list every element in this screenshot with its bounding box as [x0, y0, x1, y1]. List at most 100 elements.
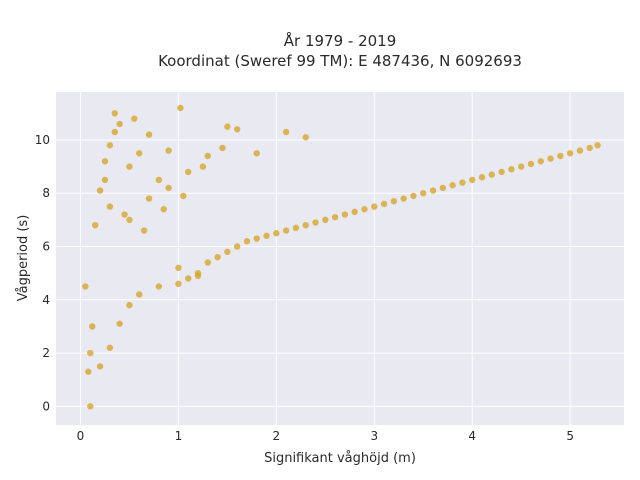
data-point	[273, 229, 280, 237]
data-point	[91, 222, 99, 229]
data-point	[586, 144, 593, 152]
data-point	[131, 115, 138, 122]
data-point	[508, 166, 515, 173]
data-point	[469, 176, 476, 184]
data-point	[224, 123, 231, 130]
y-tick-label: 2	[42, 346, 50, 360]
data-point	[233, 243, 241, 250]
data-point	[87, 403, 94, 410]
data-point	[175, 264, 182, 272]
data-point	[111, 110, 118, 117]
data-point	[106, 142, 114, 149]
data-point	[136, 291, 143, 298]
data-point	[194, 272, 202, 280]
data-point	[517, 163, 525, 170]
data-point	[185, 275, 192, 282]
data-point	[219, 144, 226, 152]
data-point	[282, 227, 290, 234]
data-point	[126, 163, 133, 170]
data-point	[594, 142, 601, 149]
data-point	[82, 283, 89, 290]
data-point	[498, 168, 505, 176]
data-point	[390, 198, 398, 205]
data-point	[459, 179, 466, 186]
data-point	[101, 158, 109, 165]
data-point	[253, 235, 260, 242]
data-point	[302, 222, 309, 229]
data-point	[180, 192, 187, 200]
data-point	[537, 158, 544, 165]
data-point	[576, 147, 584, 154]
data-point	[214, 253, 221, 261]
x-tick-label: 1	[175, 429, 183, 443]
data-point	[439, 184, 447, 192]
data-point	[292, 224, 300, 232]
data-point	[101, 176, 109, 184]
data-point	[253, 150, 260, 157]
data-point	[341, 211, 349, 218]
x-tick-label: 5	[566, 429, 574, 443]
data-point	[331, 214, 339, 221]
data-point	[420, 190, 427, 197]
data-point	[263, 232, 270, 240]
x-tick-label: 3	[370, 429, 378, 443]
grid-lines	[56, 92, 624, 425]
data-point	[380, 200, 388, 208]
data-point	[547, 155, 554, 162]
data-point	[145, 195, 153, 202]
data-point	[312, 219, 319, 226]
data-point	[177, 104, 184, 112]
data-point	[204, 259, 211, 266]
data-point	[351, 208, 358, 216]
data-point	[557, 152, 564, 160]
data-point	[116, 120, 123, 128]
x-tick-label: 4	[468, 429, 476, 443]
x-tick-label: 2	[273, 429, 281, 443]
data-point	[302, 134, 309, 141]
data-point	[96, 187, 104, 194]
x-tick-label: 0	[77, 429, 85, 443]
data-point	[449, 182, 456, 189]
data-point	[488, 171, 495, 178]
plot-area	[56, 92, 624, 425]
data-point	[140, 227, 148, 234]
data-point	[111, 128, 118, 136]
y-tick-label: 10	[35, 133, 50, 147]
data-point	[282, 128, 290, 136]
y-tick-label: 8	[42, 186, 50, 200]
data-point	[145, 131, 153, 138]
data-point	[566, 150, 574, 157]
data-point	[527, 160, 535, 168]
data-point	[322, 216, 329, 224]
data-point	[155, 283, 163, 290]
chart-title-line-2: Koordinat (Sweref 99 TM): E 487436, N 60…	[158, 52, 522, 70]
data-point	[87, 349, 94, 357]
data-point	[126, 301, 133, 309]
data-point	[106, 203, 114, 210]
y-tick-label: 0	[42, 399, 50, 413]
data-point	[136, 150, 143, 157]
data-point	[224, 248, 231, 256]
data-point	[106, 344, 114, 351]
data-point	[371, 203, 378, 210]
x-axis-title: Signifikant våghöjd (m)	[264, 451, 416, 466]
data-point	[429, 187, 437, 194]
data-point	[165, 147, 172, 154]
data-point	[160, 206, 167, 213]
y-tick-label: 6	[42, 240, 50, 254]
data-points	[82, 104, 601, 410]
data-point	[96, 363, 104, 370]
data-point	[361, 206, 368, 213]
data-point	[478, 174, 486, 181]
data-point	[410, 192, 417, 200]
data-point	[199, 163, 207, 170]
data-point	[175, 280, 182, 288]
y-tick-label: 4	[42, 293, 50, 307]
data-point	[243, 237, 251, 245]
data-point	[400, 195, 407, 202]
data-point	[121, 211, 128, 218]
data-point	[185, 168, 192, 176]
data-point	[89, 323, 96, 330]
data-point	[233, 126, 241, 133]
